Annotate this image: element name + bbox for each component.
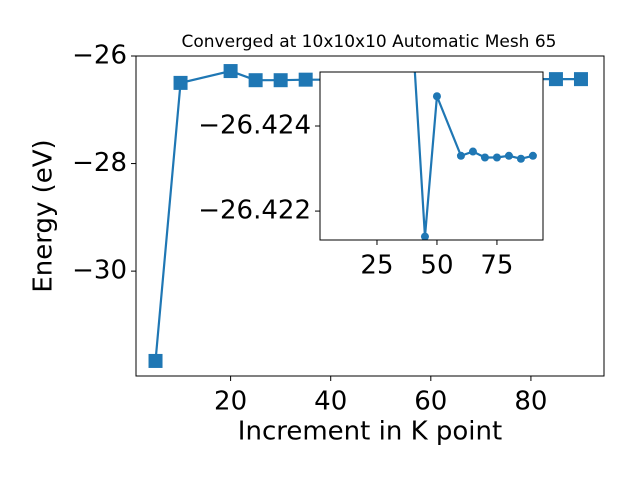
data-point bbox=[573, 72, 588, 87]
x-tick-label: 25 bbox=[360, 251, 393, 281]
x-tick-label: 50 bbox=[420, 251, 453, 281]
data-point bbox=[298, 72, 313, 87]
y-tick-label: −26.422 bbox=[198, 196, 311, 226]
x-tick-label: 20 bbox=[214, 387, 247, 417]
data-point bbox=[504, 151, 513, 160]
data-point bbox=[420, 232, 429, 240]
x-tick-label: 75 bbox=[480, 251, 513, 281]
y-tick-label: −28 bbox=[72, 148, 127, 178]
data-point bbox=[528, 151, 537, 160]
data-line bbox=[413, 72, 534, 237]
data-point bbox=[492, 153, 501, 162]
plot-content bbox=[413, 72, 537, 240]
inset-plot: 25 50 75 −26.422 −26.424 bbox=[198, 71, 544, 281]
data-point bbox=[480, 153, 489, 162]
data-point bbox=[273, 73, 288, 88]
y-tick-label: −30 bbox=[72, 256, 127, 286]
chart-title: Converged at 10x10x10 Automatic Mesh 65 bbox=[182, 32, 557, 52]
data-point bbox=[516, 154, 525, 163]
data-point bbox=[248, 73, 263, 88]
y-axis-label: Energy (eV) bbox=[29, 139, 59, 292]
plot-frame bbox=[319, 71, 544, 241]
data-point bbox=[432, 92, 441, 101]
y-tick-label: −26.424 bbox=[198, 111, 311, 141]
plot-frame bbox=[135, 55, 605, 377]
x-axis-label: Increment in K point bbox=[238, 417, 502, 447]
data-point bbox=[223, 64, 238, 79]
x-tick-label: 80 bbox=[514, 387, 547, 417]
data-point bbox=[148, 353, 163, 368]
x-tick-label: 40 bbox=[314, 387, 347, 417]
x-tick-label: 60 bbox=[414, 387, 447, 417]
y-tick-label: −26 bbox=[72, 41, 127, 71]
data-point bbox=[173, 75, 188, 90]
data-point bbox=[468, 147, 477, 156]
data-point bbox=[548, 72, 563, 87]
data-point bbox=[456, 151, 465, 160]
